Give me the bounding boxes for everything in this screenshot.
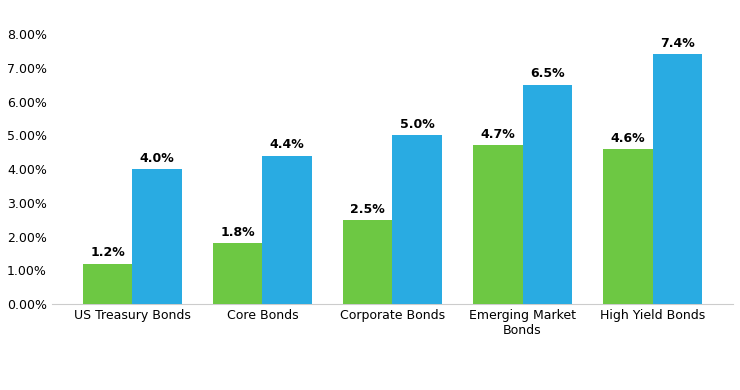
Bar <box>83 264 132 304</box>
Bar <box>213 243 262 304</box>
Text: 4.4%: 4.4% <box>269 138 304 151</box>
Bar <box>343 220 392 304</box>
Text: 1.2%: 1.2% <box>90 246 125 259</box>
Bar <box>132 169 181 304</box>
Bar <box>522 85 572 304</box>
Text: 1.8%: 1.8% <box>221 226 255 239</box>
Bar <box>392 135 442 304</box>
Text: 4.0%: 4.0% <box>140 152 175 165</box>
Text: 4.7%: 4.7% <box>480 128 515 141</box>
Bar <box>653 54 702 304</box>
Text: 7.4%: 7.4% <box>660 37 695 50</box>
Bar <box>473 145 522 304</box>
Text: 6.5%: 6.5% <box>530 67 565 80</box>
Text: 4.6%: 4.6% <box>610 132 645 145</box>
Text: 5.0%: 5.0% <box>400 118 434 131</box>
Bar <box>262 156 312 304</box>
Text: 2.5%: 2.5% <box>350 202 385 216</box>
Bar <box>603 149 653 304</box>
